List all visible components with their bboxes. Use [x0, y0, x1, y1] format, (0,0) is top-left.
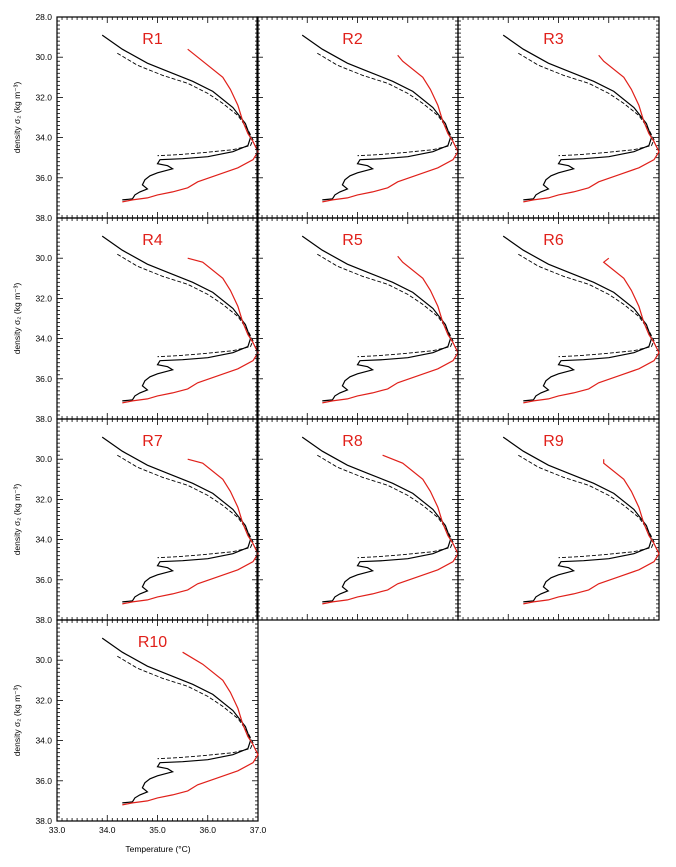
series-red — [523, 54, 660, 203]
series-black — [301, 34, 452, 201]
series-red — [322, 54, 459, 203]
panel-title: R4 — [142, 232, 163, 249]
series-red — [122, 257, 259, 404]
panel-title: R9 — [543, 433, 564, 450]
x-tick-label: 33.0 — [49, 825, 66, 835]
panel-title: R6 — [543, 232, 564, 249]
series-dashed — [518, 52, 655, 157]
y-axis-label: density σ₂ (kg m⁻³) — [12, 82, 22, 154]
y-tick-label: 34.0 — [35, 133, 52, 143]
x-tick-label: 34.0 — [99, 825, 116, 835]
series-black — [502, 34, 653, 201]
y-axis-label: density σ₂ (kg m⁻³) — [12, 484, 22, 556]
series-dashed — [518, 253, 655, 358]
series-black — [101, 235, 252, 402]
series-dashed — [317, 52, 454, 157]
series-dashed — [117, 253, 254, 358]
panel-r4: 30.0 32.0 34.0 36.0 38.0 R4 — [35, 217, 259, 424]
y-tick-label: 36.0 — [35, 173, 52, 183]
x-tick-label: 36.0 — [199, 825, 216, 835]
panel-r3: R3 — [457, 16, 660, 219]
y-tick-label: 38.0 — [35, 213, 52, 223]
y-axis-label: density σ₂ (kg m⁻³) — [12, 685, 22, 757]
series-black — [301, 436, 452, 603]
panel-r8: R8 — [256, 418, 459, 621]
series-dashed — [117, 454, 254, 559]
y-tick-label: 38.0 — [35, 816, 52, 826]
x-axis-label: Temperature (°C) — [125, 844, 190, 854]
panel-title: R8 — [342, 433, 363, 450]
series-black — [301, 235, 452, 402]
panel-grid: 28.0 30.0 32.0 34.0 36.0 38.0 R1 R2 R3 30.0 32.0 34… — [35, 12, 660, 835]
y-axis-labels: density σ₂ (kg m⁻³) density σ₂ (kg m⁻³) de… — [12, 82, 22, 757]
y-tick-label: 30.0 — [35, 253, 52, 263]
panel-r5: R5 — [256, 217, 459, 420]
series-black — [101, 637, 252, 804]
y-tick-label: 36.0 — [35, 374, 52, 384]
series-red — [122, 458, 259, 605]
series-red — [523, 257, 660, 404]
series-red — [523, 459, 660, 605]
series-dashed — [117, 52, 254, 157]
y-tick-label: 30.0 — [35, 454, 52, 464]
y-tick-label: 32.0 — [35, 695, 52, 705]
series-red — [122, 651, 259, 806]
panel-r7: 30.0 32.0 34.0 36.0 38.0 R7 — [35, 418, 259, 625]
series-red — [122, 48, 259, 203]
y-axis-label: density σ₂ (kg m⁻³) — [12, 283, 22, 355]
y-tick-label: 34.0 — [35, 736, 52, 746]
series-black — [502, 235, 653, 402]
series-dashed — [518, 454, 655, 559]
series-red — [322, 454, 459, 605]
series-red — [322, 255, 459, 404]
y-tick-label: 32.0 — [35, 494, 52, 504]
panel-r9: R9 — [457, 418, 660, 621]
y-tick-label: 38.0 — [35, 615, 52, 625]
y-tick-label: 32.0 — [35, 293, 52, 303]
y-tick-label: 34.0 — [35, 535, 52, 545]
panel-r6: R6 — [457, 217, 660, 420]
panel-title: R3 — [543, 31, 564, 48]
y-tick-label: 28.0 — [35, 12, 52, 22]
y-tick-label: 30.0 — [35, 655, 52, 665]
series-black — [101, 34, 252, 201]
panel-r1: 28.0 30.0 32.0 34.0 36.0 38.0 R1 — [35, 12, 259, 223]
panel-r2: R2 — [256, 16, 459, 219]
y-tick-label: 36.0 — [35, 575, 52, 585]
y-tick-label: 34.0 — [35, 334, 52, 344]
y-tick-label: 36.0 — [35, 776, 52, 786]
panel-title: R2 — [342, 31, 363, 48]
panel-title: R10 — [138, 634, 167, 651]
x-tick-label: 37.0 — [250, 825, 267, 835]
panel-title: R1 — [142, 31, 163, 48]
x-tick-label: 35.0 — [149, 825, 166, 835]
panel-r10: 30.0 32.0 34.0 36.0 38.033.0 34.0 35.0 36.0 37.0… — [35, 619, 267, 835]
series-black — [101, 436, 252, 603]
panel-title: R7 — [142, 433, 163, 450]
series-black — [502, 436, 653, 603]
panel-title: R5 — [342, 232, 363, 249]
series-dashed — [117, 655, 254, 760]
y-tick-label: 30.0 — [35, 52, 52, 62]
y-tick-label: 32.0 — [35, 92, 52, 102]
y-tick-label: 38.0 — [35, 414, 52, 424]
series-dashed — [317, 454, 454, 559]
series-dashed — [317, 253, 454, 358]
